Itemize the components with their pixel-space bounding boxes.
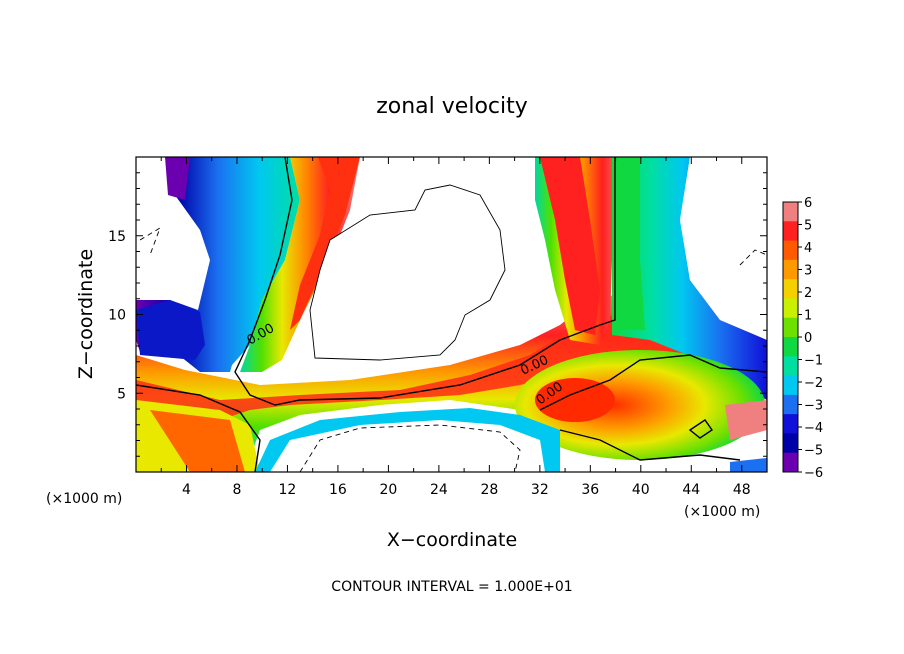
x-axis-label: X−coordinate — [387, 529, 517, 551]
field-corner-blue — [730, 458, 767, 472]
colorbar-swatch — [783, 259, 798, 280]
colorbar-swatch — [783, 375, 798, 396]
field-lower-left-red — [150, 410, 245, 472]
field-right-column-green — [612, 157, 645, 330]
x-tick-label: 12 — [279, 482, 297, 498]
field-corner-pink — [725, 400, 767, 440]
field-mid-band-core — [136, 310, 767, 420]
colorbar-label: −3 — [804, 399, 823, 414]
field-left-lobe — [136, 300, 205, 360]
field-white-island — [310, 185, 505, 360]
x-tick-label: 8 — [232, 482, 241, 498]
y-tick-label: 5 — [117, 386, 126, 402]
colorbar-labels: 6 5 4 3 2 1 0 −1 −2 −3 −4 −5 −6 — [798, 196, 823, 481]
contour-zero-bottom — [559, 429, 741, 461]
colorbar-swatch — [783, 298, 798, 319]
y-axis-label: Z−coordinate — [75, 249, 97, 379]
x-tick-label: 44 — [682, 482, 700, 498]
contour-zero-lower — [136, 384, 261, 472]
x-tick-label: 28 — [480, 482, 498, 498]
x-tick-label: 36 — [581, 482, 599, 498]
colorbar-label: 6 — [804, 196, 812, 211]
contour-lines — [136, 157, 767, 472]
colorbar-label: 4 — [804, 241, 812, 256]
colorbar-label: −6 — [804, 466, 823, 481]
contour-island-outline — [309, 184, 506, 361]
colorbar-swatch — [783, 337, 798, 357]
x-tick-label: 40 — [632, 482, 650, 498]
field-right-white — [680, 157, 767, 340]
x-axis-ticks: 4 8 12 16 20 24 28 32 36 40 44 48 — [160, 157, 751, 498]
colorbar-label: −5 — [804, 444, 823, 459]
x-tick-label: 4 — [182, 482, 191, 498]
colorbar-label: 3 — [804, 264, 812, 279]
field-left-stripe-red — [290, 157, 360, 330]
y-tick-label: 15 — [108, 229, 126, 245]
field-left-violet — [165, 157, 190, 200]
x-tick-label: 20 — [379, 482, 397, 498]
colorbar-swatch — [783, 221, 798, 242]
y-tick-label: 10 — [108, 308, 126, 324]
field-hot-spot — [535, 378, 615, 422]
colorbar-swatch — [783, 317, 798, 338]
colorbar-swatch — [783, 414, 798, 434]
colorbar-label: −2 — [804, 376, 823, 391]
field-bottom-band-core — [270, 420, 545, 472]
contour-zero-left — [234, 157, 616, 406]
colorbar-swatch — [783, 452, 798, 473]
x-tick-label: 48 — [733, 482, 751, 498]
contour-interval-note: CONTOUR INTERVAL = 1.000E+01 — [331, 579, 572, 595]
contour-zero-right — [539, 354, 767, 411]
colorbar-swatch — [783, 240, 798, 261]
colorbar-swatch — [783, 433, 798, 454]
heatmap-field: 0.00 0.00 0.00 — [136, 157, 767, 472]
field-right-column — [612, 157, 767, 400]
colorbar-label: 2 — [804, 286, 812, 301]
contour-dashed-bottom — [299, 424, 521, 472]
colorbar-swatch — [783, 394, 798, 415]
x-tick-label: 32 — [531, 482, 549, 498]
field-right-plume-red — [540, 157, 600, 335]
chart-title: zonal velocity — [376, 94, 528, 119]
x-tick-label: 24 — [430, 482, 448, 498]
colorbar-label: 1 — [804, 309, 812, 324]
y-axis-ticks: 5 10 15 — [108, 172, 767, 457]
colorbar-label: 0 — [804, 331, 812, 346]
colorbar — [782, 201, 799, 473]
colorbar-label: −1 — [804, 354, 823, 369]
colorbar-swatch — [783, 356, 798, 377]
colorbar-label: −4 — [804, 421, 823, 436]
x-unit-right: (×1000 m) — [684, 504, 760, 520]
contour-dashed-right — [739, 249, 767, 266]
x-unit-left: (×1000 m) — [46, 491, 122, 507]
colorbar-swatch — [783, 279, 798, 299]
colorbar-swatch — [783, 202, 798, 222]
colorbar-label: 5 — [804, 219, 812, 234]
field-right-patch — [515, 350, 765, 460]
contour-small-loop — [688, 419, 713, 439]
x-tick-label: 16 — [329, 482, 347, 498]
